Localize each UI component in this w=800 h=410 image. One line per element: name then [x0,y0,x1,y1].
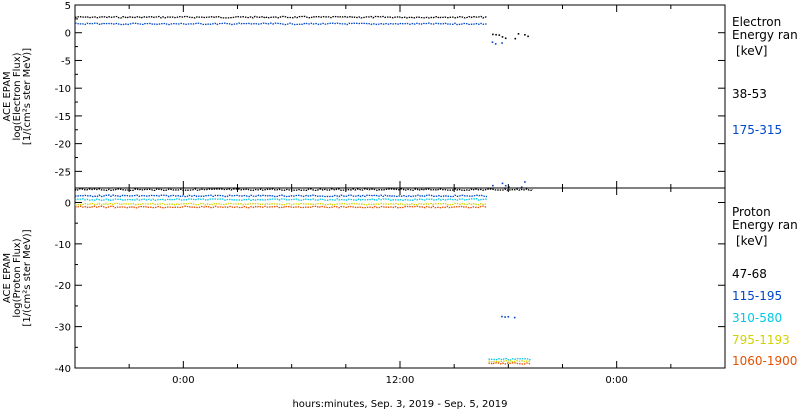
data-point [520,186,523,188]
proton-ylabel-line: log(Proton Flux) [12,238,23,317]
electron-legend-title: Energy ran [732,28,798,42]
data-point [492,184,494,187]
data-point [498,34,501,36]
proton-ylabel-line: [1/(cm²s ster MeV)] [22,229,33,326]
electron-legend-entry: 38-53 [732,87,767,101]
proton-legend-title: Energy ran [732,218,798,232]
proton-legend-entry: 115-195 [732,289,782,303]
proton-legend-title: Proton [732,205,771,219]
data-point [492,33,494,36]
proton-series-115-195 [74,194,516,319]
electron-legend-entry: 175-315 [732,123,782,137]
data-line [488,357,531,361]
x-tick-label: 0:00 [605,375,627,386]
x-tick-label: 12:00 [386,375,415,386]
electron-panel: 5 0 -5 -10 -15 -20 -25 ACE EPAM log(Electron Flu… [2,1,798,189]
electron-series-38-53 [74,15,529,40]
proton-legend-entry: 795-1193 [732,333,790,347]
electron-ylabel-line: ACE EPAM [2,71,13,121]
data-line [74,15,488,19]
data-point [513,316,516,319]
electron-ylabel-line: log(Electron Flux) [12,52,23,140]
data-line [488,359,531,364]
electron-ytick-label: -25 [55,167,71,178]
data-point [504,37,507,40]
proton-legend-entry: 47-68 [732,267,767,281]
data-line [74,22,487,26]
electron-ylabel-line: [1/(cm²s ster MeV)] [22,48,33,145]
proton-ytick-label: -40 [55,364,71,375]
x-axis-title: hours:minutes, Sep. 3, 2019 - Sep. 5, 20… [292,399,507,410]
electron-ytick-label: 0 [65,29,71,40]
data-line [74,205,488,209]
data-line [74,194,488,198]
data-point [504,316,506,318]
x-tick-label: 0:00 [172,375,194,386]
data-point [524,34,526,36]
data-point [501,36,504,38]
electron-legend-title: Electron [732,15,781,29]
data-point [501,315,503,318]
data-point [494,43,497,45]
data-point [514,37,517,40]
data-point [491,41,494,43]
electron-frame [74,4,726,189]
data-point [501,42,503,44]
data-point [508,186,510,188]
data-point [507,315,510,318]
proton-ylabel-line: ACE EPAM [2,253,13,303]
data-line [74,198,488,202]
proton-ytick-label: -10 [55,240,71,251]
electron-ytick-label: 5 [65,1,71,12]
proton-ytick-label: -30 [55,323,71,334]
x-axis: 0:00 12:00 0:00 [74,5,726,386]
data-line [488,362,531,365]
proton-panel: 0 -10 -20 -30 -40 ACE EPAM log(Proton Flux) [1/… [2,187,798,375]
proton-series-795-1193 [75,202,531,364]
proton-ytick-label: -20 [55,281,71,292]
proton-legend-entry: 1060-1900 [732,354,797,368]
data-line [74,188,534,192]
data-point [524,181,526,183]
proton-series-47-68 [74,188,534,192]
data-point [527,35,529,38]
electron-ytick-label: -10 [55,84,71,95]
proton-series-1060-1900 [74,205,531,365]
data-point [504,184,507,187]
electron-ytick-label: -15 [55,112,71,123]
data-line [75,202,488,206]
proton-series-310-580 [74,198,531,361]
electron-ytick-label: -20 [55,140,71,151]
proton-ytick-label: 0 [65,198,71,209]
proton-legend-entry: 310-580 [732,311,782,325]
data-point [501,182,504,185]
electron-series-175-315 [74,22,526,188]
proton-frame [74,187,726,369]
data-point [495,33,497,36]
proton-legend-unit: [keV] [736,234,767,248]
electron-legend-unit: [keV] [736,44,767,58]
data-point [517,33,520,35]
electron-ytick-label: -5 [61,56,71,67]
